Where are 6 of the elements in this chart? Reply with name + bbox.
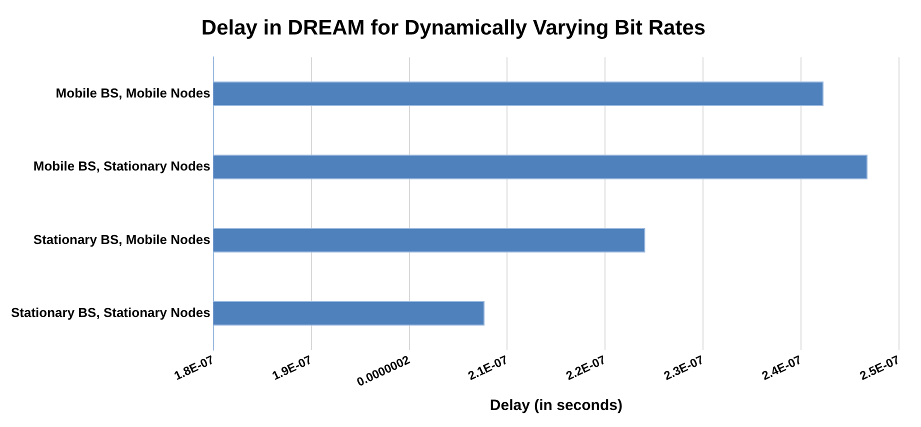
chart-title: Delay in DREAM for Dynamically Varying Bit Rates (201, 16, 706, 40)
y-tick-label: Stationary BS, Mobile Nodes (33, 232, 210, 247)
x-axis-title: Delay (in seconds) (490, 397, 622, 414)
y-tick-label: Mobile BS, Mobile Nodes (56, 85, 210, 100)
y-tick-label: Mobile BS, Stationary Nodes (33, 158, 210, 174)
y-tick-label: Stationary BS, Stationary Nodes (10, 304, 210, 320)
